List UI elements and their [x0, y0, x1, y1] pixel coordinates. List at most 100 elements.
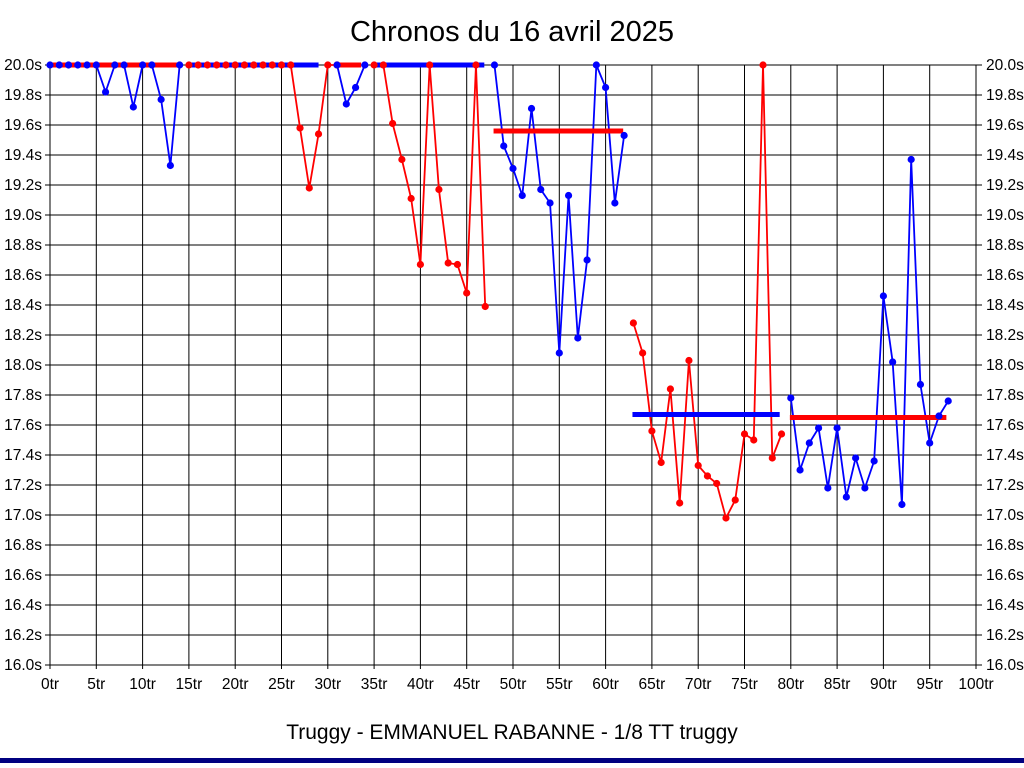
y-tick-label-left: 18.4s: [4, 297, 42, 314]
lap-dot: [287, 61, 295, 69]
series-line-run-6: [632, 64, 783, 521]
y-tick-label-right: 19.0s: [986, 207, 1024, 224]
lap-dot: [555, 349, 563, 357]
x-tick-label: 90tr: [870, 676, 897, 693]
lap-dot: [46, 61, 54, 69]
lap-dot: [166, 161, 174, 170]
lap-dot: [509, 164, 517, 173]
lap-dot: [546, 199, 554, 207]
x-tick-label: 95tr: [916, 676, 943, 693]
lap-dot: [342, 100, 350, 108]
lap-dot: [527, 104, 536, 113]
lap-dot: [777, 430, 786, 438]
lap-dot: [694, 461, 702, 470]
y-tick-label-left: 18.6s: [4, 267, 42, 284]
lap-dot: [222, 61, 230, 69]
x-tick-label: 35tr: [361, 676, 388, 693]
lap-dot: [398, 155, 406, 164]
x-tick-label: 25tr: [268, 676, 295, 693]
lap-dot: [796, 466, 804, 474]
x-tick-label: 60tr: [592, 676, 619, 693]
lap-dot: [111, 61, 119, 69]
lap-dot: [435, 185, 443, 194]
lap-dot: [842, 493, 850, 501]
y-tick-label-left: 16.8s: [4, 537, 42, 554]
y-tick-label-right: 18.2s: [986, 327, 1024, 344]
lap-dot: [879, 292, 888, 300]
lap-dot: [657, 458, 665, 467]
chart-grid: [45, 64, 982, 669]
lap-dot: [759, 61, 767, 69]
y-tick-label-right: 19.4s: [986, 147, 1024, 164]
y-tick-label-right: 18.6s: [986, 267, 1024, 284]
y-tick-label-left: 18.8s: [4, 237, 42, 254]
lap-dot: [148, 61, 156, 69]
lap-dot: [926, 439, 934, 447]
y-tick-label-right: 17.6s: [986, 417, 1024, 434]
y-tick-label-left: 16.2s: [4, 627, 42, 644]
y-tick-label-left: 17.6s: [4, 417, 42, 434]
lap-dot: [833, 424, 841, 432]
y-tick-label-left: 16.0s: [4, 657, 42, 674]
x-tick-label: 5tr: [87, 676, 105, 693]
series-line-run-3: [336, 64, 366, 107]
lap-dot: [361, 61, 369, 69]
lap-dot: [685, 356, 693, 365]
x-tick-label: 65tr: [639, 676, 666, 693]
lap-dot: [574, 334, 582, 342]
lap-dot: [120, 61, 128, 69]
y-tick-label-left: 17.4s: [4, 447, 42, 464]
x-axis-labels: 0tr 5tr 10tr 15tr 20tr 25tr 30tr 35tr 40tr 45tr 50…: [41, 676, 994, 693]
lap-dot: [314, 130, 323, 138]
y-tick-label-right: 17.8s: [986, 387, 1024, 404]
lap-dot: [740, 430, 749, 438]
lap-dot: [379, 61, 387, 69]
lap-dot: [453, 260, 462, 269]
lap-dot: [583, 256, 591, 264]
y-tick-label-right: 16.8s: [986, 537, 1024, 554]
lap-dot: [898, 500, 906, 509]
lap-dot: [444, 259, 452, 267]
y-tick-label-right: 17.4s: [986, 447, 1024, 464]
lap-dot: [472, 61, 480, 69]
y-tick-label-right: 19.2s: [986, 177, 1024, 194]
lap-dot: [351, 83, 360, 92]
lap-dot: [889, 358, 897, 366]
lap-dot: [676, 499, 684, 507]
x-tick-label: 100tr: [958, 676, 993, 693]
lap-dot: [481, 302, 489, 311]
lap-dot: [490, 61, 499, 69]
y-tick-label-left: 16.4s: [4, 597, 42, 614]
lap-dot: [185, 61, 193, 69]
lap-dot: [620, 131, 628, 140]
y-tick-label-right: 17.2s: [986, 477, 1024, 494]
lap-dot: [564, 191, 573, 200]
lap-dot: [194, 61, 202, 69]
lap-dot: [296, 124, 304, 132]
lap-dot: [787, 394, 795, 402]
lap-dot: [426, 61, 434, 69]
y-tick-label-right: 16.0s: [986, 657, 1024, 674]
lap-dot: [611, 199, 619, 207]
lap-dot: [389, 119, 397, 128]
x-tick-label: 40tr: [407, 676, 434, 693]
lap-dot: [713, 479, 721, 488]
x-tick-label: 10tr: [129, 676, 156, 693]
y-tick-label-left: 17.8s: [4, 387, 42, 404]
y-tick-label-left: 19.4s: [4, 147, 42, 164]
lap-dot: [101, 88, 110, 96]
x-tick-label: 55tr: [546, 676, 573, 693]
x-tick-label: 75tr: [731, 676, 758, 693]
lap-dot: [240, 61, 249, 69]
x-tick-label: 20tr: [222, 676, 249, 693]
lap-dot: [277, 61, 286, 69]
y-tick-label-left: 19.8s: [4, 87, 42, 104]
x-tick-label: 85tr: [824, 676, 851, 693]
y-tick-label-left: 19.2s: [4, 177, 42, 194]
x-tick-label: 70tr: [685, 676, 712, 693]
lap-dot: [703, 472, 712, 480]
lap-dot: [157, 95, 165, 104]
y-tick-label-left: 17.2s: [4, 477, 42, 494]
lap-dot: [74, 61, 82, 69]
